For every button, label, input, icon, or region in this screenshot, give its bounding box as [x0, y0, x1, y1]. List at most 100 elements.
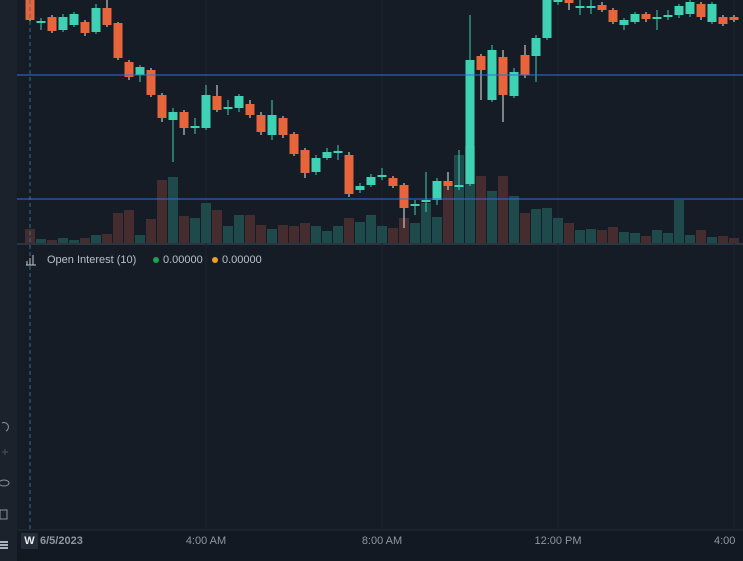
volume-bar — [355, 222, 365, 243]
candle-body — [256, 115, 266, 132]
volume-bar — [388, 228, 398, 243]
candle-body — [300, 150, 310, 173]
candle-body — [553, 0, 563, 2]
volume-bar — [729, 238, 739, 243]
volume-bar — [245, 215, 255, 243]
add-icon[interactable] — [2, 449, 8, 455]
undo-icon[interactable] — [1, 422, 9, 432]
candle-body — [223, 107, 233, 109]
candle-body — [80, 22, 90, 33]
candle-body — [366, 177, 376, 185]
volume-bar — [168, 177, 178, 243]
volume-bar — [707, 237, 717, 243]
interval-label[interactable]: W — [24, 535, 35, 547]
candle-body — [564, 0, 574, 3]
candle-body — [168, 112, 178, 120]
volume-bar — [465, 146, 475, 243]
candle-body — [245, 104, 255, 115]
candle-body — [641, 14, 651, 19]
candle-body — [124, 62, 134, 77]
volume-bar — [113, 213, 123, 243]
candle-body — [36, 21, 46, 23]
candle-body — [663, 15, 673, 17]
volume-bar — [399, 218, 409, 243]
indicator-name: Open Interest (10) — [47, 254, 136, 266]
candle-body — [707, 4, 717, 22]
time-axis-bg — [17, 530, 743, 561]
volume-bar — [619, 232, 629, 243]
volume-bar — [443, 181, 453, 243]
candle-body — [652, 17, 662, 19]
candle-body — [344, 155, 354, 194]
candle-body — [509, 72, 519, 96]
volume-bar — [718, 236, 728, 243]
volume-bar — [432, 217, 442, 243]
x-tick-label: 4:00 — [714, 535, 735, 547]
volume-bar — [289, 226, 299, 243]
volume-bar — [366, 215, 376, 243]
candle-body — [718, 17, 728, 24]
indicator-dot — [212, 257, 218, 263]
volume-bar — [685, 235, 695, 243]
candle-body — [267, 115, 277, 135]
candle-body — [113, 23, 123, 58]
candle-body — [333, 151, 343, 153]
volume-bar — [597, 230, 607, 243]
candle-body — [47, 17, 57, 31]
candle-body — [531, 38, 541, 56]
candle-body — [432, 181, 442, 200]
volume-bar — [630, 233, 640, 243]
volume-bar — [421, 203, 431, 243]
candle-body — [630, 14, 640, 22]
volume-bar — [179, 216, 189, 243]
candle-body — [399, 185, 409, 208]
candle-layer — [25, 0, 739, 228]
volume-bar — [124, 210, 134, 243]
eye-icon[interactable] — [0, 479, 10, 487]
candle-body — [322, 152, 332, 158]
candle-body — [157, 95, 167, 118]
indicator-value: 0.00000 — [163, 254, 203, 266]
volume-bar — [696, 230, 706, 243]
volume-bar — [520, 213, 530, 243]
volume-bar — [608, 227, 618, 243]
volume-bar — [47, 240, 57, 243]
x-tick-label: 4:00 AM — [186, 535, 226, 547]
candle-body — [465, 60, 475, 184]
candle-body — [421, 200, 431, 202]
menu-icon[interactable] — [0, 541, 8, 549]
volume-bar — [146, 219, 156, 243]
volume-bar — [344, 218, 354, 243]
candle-body — [234, 96, 244, 108]
volume-bar — [509, 196, 519, 243]
volume-bar — [91, 235, 101, 243]
indicator-icon — [26, 255, 36, 266]
volume-bar — [498, 176, 508, 243]
hline-layer — [17, 74, 743, 200]
candle-body — [289, 134, 299, 154]
volume-layer — [25, 146, 739, 243]
volume-bar — [58, 238, 68, 243]
candle-body — [201, 95, 211, 128]
candle-body — [377, 175, 387, 177]
volume-bar — [322, 231, 332, 243]
candle-body — [476, 56, 486, 70]
candle-body — [179, 112, 189, 128]
volume-bar — [69, 240, 79, 243]
toolbar-icons[interactable] — [0, 422, 10, 549]
volume-bar — [333, 226, 343, 243]
volume-bar — [157, 180, 167, 243]
candle-body — [619, 20, 629, 25]
volume-bar — [36, 239, 46, 243]
volume-bar — [476, 176, 486, 243]
volume-bar — [311, 226, 321, 243]
candle-body — [410, 204, 420, 206]
candle-body — [278, 118, 288, 135]
candle-body — [146, 70, 156, 95]
trash-icon[interactable] — [0, 509, 8, 520]
volume-bar — [652, 230, 662, 243]
interval-box[interactable] — [21, 533, 38, 549]
volume-bar — [377, 226, 387, 243]
